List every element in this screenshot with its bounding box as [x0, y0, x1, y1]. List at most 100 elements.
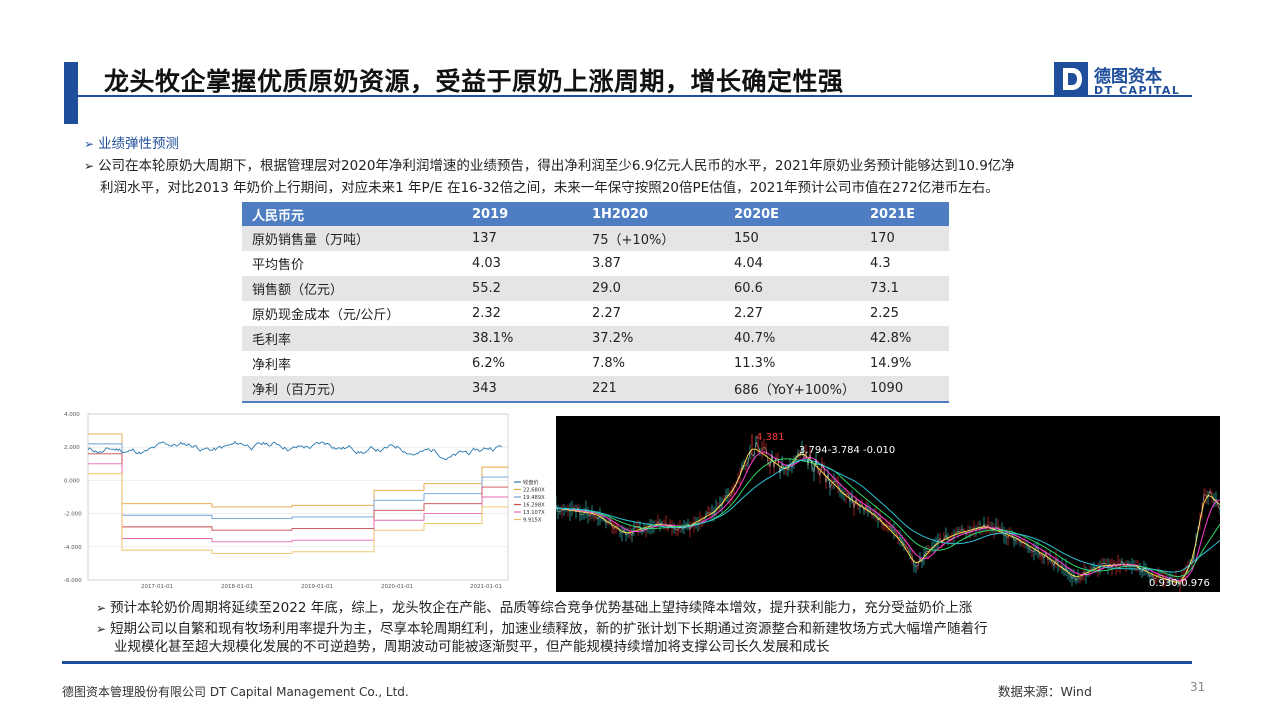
- table-cell: 2.27: [734, 306, 763, 321]
- footer-divider: [62, 661, 1192, 664]
- table-cell: 137: [462, 226, 582, 251]
- footer-source: 数据来源：Wind: [998, 684, 1092, 699]
- x-tick-label: 2018-01-01: [221, 584, 253, 590]
- legend-label: 9.915X: [523, 518, 542, 524]
- table-cell: 60.6: [724, 276, 860, 301]
- page-title: 龙头牧企掌握优质原奶资源，受益于原奶上涨周期，增长确定性强: [104, 67, 844, 96]
- table-cell: 75（+10%）: [582, 226, 724, 251]
- table-cell: 原奶销售量（万吨）: [242, 226, 462, 251]
- title-accent-bar: [64, 62, 78, 124]
- legend-label: 22.680X: [523, 488, 545, 494]
- table-cell: 38.1%: [462, 326, 582, 351]
- chart-background: [62, 408, 556, 592]
- table-cell: 4.3: [870, 256, 891, 271]
- arrow-bullet-icon: ➢: [84, 137, 95, 151]
- title-divider: [78, 95, 1192, 97]
- table-cell: 4.03: [472, 256, 501, 271]
- x-tick-label: 2019-01-01: [301, 584, 333, 590]
- table-header-cell: 2020E: [724, 202, 860, 226]
- table-cell: 原奶现金成本（元/公斤）: [252, 308, 400, 323]
- table-cell: 221: [582, 376, 724, 403]
- legend-label: 19.489X: [523, 495, 545, 501]
- table-cell: 净利率: [252, 358, 292, 373]
- table-cell: 2.27: [592, 306, 621, 321]
- footer-company: 德图资本管理股份有限公司 DT Capital Management Co., …: [62, 685, 409, 699]
- table-cell: 150: [724, 226, 860, 251]
- low-range-annotation: 0.930-0.976: [1149, 578, 1210, 589]
- page-number: 31: [1190, 680, 1206, 694]
- pe-band-line: [88, 453, 508, 531]
- pe-band-chart: 4.000 2.000 0.000 -2.000 -4.000 -6.000 2017-01…: [62, 408, 556, 592]
- table-cell: 3.87: [592, 256, 621, 271]
- dt-logo-icon: [1054, 62, 1088, 96]
- bullet-performance-forecast: ➢ 业绩弹性预测: [84, 136, 180, 152]
- pe-band-line: [88, 443, 508, 520]
- table-cell: 净利（百万元）: [242, 376, 462, 403]
- table-cell: 6.2%: [472, 356, 506, 371]
- legend-label: 收盘价: [523, 478, 539, 486]
- arrow-bullet-icon: ➢: [96, 601, 107, 615]
- bullet-valuation-line1: ➢ 公司在本轮原奶大周期下，根据管理层对2020年净利润增速的业绩预告，得出净利润…: [84, 158, 1015, 174]
- table-cell: 42.8%: [860, 326, 949, 351]
- arrow-bullet-icon: ➢: [96, 622, 107, 636]
- table-cell: 40.7%: [724, 326, 860, 351]
- legend-label: 13.107X: [523, 510, 545, 516]
- table-header-row: 人民币元 2019 1H2020 2020E 2021E: [242, 202, 949, 226]
- x-tick-label: 2021-01-01: [470, 584, 502, 590]
- bullet-expansion-line1: ➢ 短期公司以自繁和现有牧场利用率提升为主，尽享本轮周期红利，加速业绩释放，新的扩…: [96, 621, 988, 637]
- table-row: 毛利率 38.1% 37.2% 40.7% 42.8%: [242, 326, 949, 351]
- bullet-valuation-line2: 利润水平，对比2013 年奶价上行期间，对应未来1 年P/E 在16-32倍之间…: [100, 180, 999, 196]
- table-cell: 毛利率: [242, 326, 462, 351]
- table-cell: 11.3%: [734, 356, 776, 371]
- pe-band-line: [88, 473, 508, 554]
- moving-average-cyan: [556, 459, 1220, 573]
- logo-english-name: DT CAPITAL: [1094, 84, 1181, 97]
- company-logo: 德图资本 DT CAPITAL: [1054, 60, 1194, 98]
- table-header-cell: 人民币元: [242, 202, 462, 226]
- y-tick-label: -2.000: [64, 512, 82, 518]
- table-cell: 1090: [860, 376, 949, 403]
- table-cell: 2.32: [472, 306, 501, 321]
- close-price-line: [87, 440, 503, 460]
- y-tick-label: 4.000: [64, 412, 80, 418]
- table-cell: 37.2%: [582, 326, 724, 351]
- high-price-annotation: 4.381: [756, 432, 785, 443]
- pe-band-line: [88, 463, 508, 543]
- x-tick-label: 2020-01-01: [381, 584, 413, 590]
- table-row: 平均售价 4.03 3.87 4.04 4.3: [242, 251, 949, 276]
- logo-chinese-name: 德图资本: [1094, 67, 1162, 87]
- table-cell: 平均售价: [252, 258, 305, 273]
- arrow-bullet-icon: ➢: [84, 159, 95, 173]
- table-row: 销售额（亿元） 55.2 29.0 60.6 73.1: [242, 276, 949, 301]
- bullet-cycle-outlook: ➢ 预计本轮奶价周期将延续至2022 年底，综上，龙头牧企在产能、品质等综合竞争优…: [96, 600, 973, 616]
- table-cell: 343: [462, 376, 582, 403]
- table-cell: 2.25: [870, 306, 899, 321]
- table-cell: 55.2: [462, 276, 582, 301]
- table-row: 原奶现金成本（元/公斤） 2.32 2.27 2.27 2.25: [242, 301, 949, 326]
- y-tick-label: 2.000: [64, 445, 80, 451]
- forecast-table: 人民币元 2019 1H2020 2020E 2021E 原奶销售量（万吨） 13…: [242, 202, 949, 403]
- table-row: 原奶销售量（万吨） 137 75（+10%） 150 170: [242, 226, 949, 251]
- table-cell: 686（YoY+100%）: [724, 376, 860, 403]
- y-tick-label: -4.000: [64, 545, 82, 551]
- table-cell: 170: [860, 226, 949, 251]
- price-line: [556, 441, 1220, 587]
- table-row: 净利（百万元） 343 221 686（YoY+100%） 1090: [242, 376, 949, 403]
- table-cell: 29.0: [582, 276, 724, 301]
- table-cell: 销售额（亿元）: [242, 276, 462, 301]
- table-header-cell: 2021E: [860, 202, 949, 226]
- pe-band-line: [88, 433, 508, 508]
- table-cell: 7.8%: [592, 356, 626, 371]
- table-cell: 4.04: [734, 256, 763, 271]
- table-row: 净利率 6.2% 7.8% 11.3% 14.9%: [242, 351, 949, 376]
- x-tick-label: 2017-01-01: [141, 584, 173, 590]
- chart-background: [556, 416, 1220, 592]
- table-cell: 73.1: [860, 276, 949, 301]
- table-header-cell: 2019: [462, 202, 582, 226]
- range-annotation: 3.794-3.784 -0.010: [799, 445, 895, 456]
- y-tick-label: 0.000: [64, 478, 80, 484]
- price-trend-chart: 4.381 3.794-3.784 -0.010 0.930-0.976: [556, 416, 1220, 592]
- bullet-expansion-line2: 业规模化甚至超大规模化发展的不可逆趋势，周期波动可能被逐渐熨平，但产能规模持续增…: [114, 639, 830, 655]
- y-tick-label: -6.000: [64, 578, 82, 584]
- legend-label: 16.298X: [523, 503, 545, 509]
